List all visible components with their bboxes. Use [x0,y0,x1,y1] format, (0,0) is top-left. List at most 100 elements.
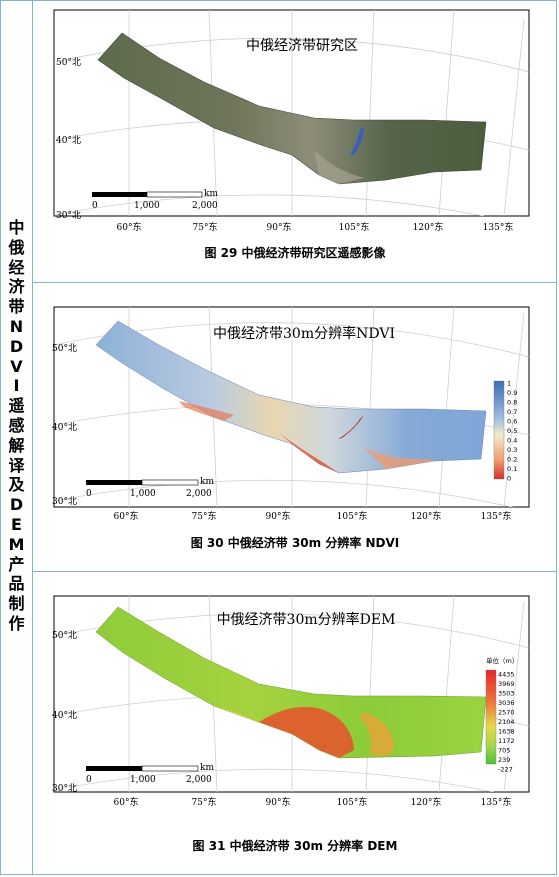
low-ndvi-area [179,401,234,421]
svg-text:120°东: 120°东 [411,510,442,522]
scale-tick: 1,000 [130,775,156,785]
svg-text:120°东: 120°东 [413,221,444,233]
svg-text:30°北: 30°北 [56,210,81,221]
row-divider [33,571,557,572]
imagery-map: 0 1,000 2,000 km 中俄经济带研究区 50°北 40°北 30°北… [53,9,530,233]
legend-label: 3503 [498,689,515,697]
dem-raster [95,606,487,759]
side-title-char: 经 [8,257,25,277]
low-ndvi-area [279,433,339,473]
legend-label: -227 [498,765,513,773]
lake-baikal [350,126,364,156]
side-title-char: D [9,495,24,515]
map-title: 中俄经济带30m分辨率DEM [217,611,396,628]
legend-label: 1638 [498,727,515,735]
mid-elevation-area [360,712,394,757]
svg-text:50°北: 50°北 [56,57,81,68]
scale-unit: km [204,189,218,199]
legend-label: 3969 [498,680,515,688]
scale-tick: 2,000 [186,489,212,499]
svg-text:105°东: 105°东 [337,796,368,808]
legend-label: 0 [507,474,511,482]
scale-tick: 2,000 [192,201,218,211]
svg-text:135°东: 135°东 [481,510,512,522]
side-title-char: 及 [8,475,25,495]
svg-text:75°东: 75°东 [193,221,218,233]
legend-label: 0.8 [507,398,517,406]
svg-text:75°东: 75°东 [192,510,217,522]
scale-bar: 0 1,000 2,000 km [86,477,214,499]
figure-caption: 图 31 中俄经济带 30m 分辨率 DEM [192,839,398,853]
side-title-char: 解 [8,435,25,455]
scale-unit: km [200,763,214,773]
side-title-char: 译 [8,455,25,475]
lon-labels: 60°东 75°东 90°东 105°东 120°东 135°东 [114,510,512,522]
legend-label: 2570 [498,708,515,716]
side-title-char: 俄 [8,237,25,257]
svg-text:90°东: 90°东 [266,796,291,808]
legend-label: 1172 [498,737,515,745]
legend-label: 0.3 [507,446,517,454]
svg-text:60°东: 60°东 [114,796,139,808]
figure-panel-ndvi: 1 0.9 0.8 0.7 0.6 0.5 0.4 0.3 0.2 0.1 0 0 1,000 2,… [34,283,556,571]
study-area-imagery [97,32,487,185]
legend-label: 0.4 [507,436,517,444]
svg-text:40°北: 40°北 [52,710,77,721]
figure-caption: 图 30 中俄经济带 30m 分辨率 NDVI [190,536,400,550]
low-ndvi-area [364,448,434,469]
lon-labels: 60°东 75°东 90°东 105°东 120°东 135°东 [117,221,514,233]
svg-text:90°东: 90°东 [267,221,292,233]
legend-label: 3036 [498,699,515,707]
map-title: 中俄经济带30m分辨率NDVI [213,325,395,342]
legend-label: 0.5 [507,427,517,435]
legend-label: 2104 [498,718,515,726]
side-title-char: E [11,514,22,534]
svg-text:105°东: 105°东 [339,221,370,233]
svg-text:135°东: 135°东 [483,221,514,233]
figure-panel-dem: 单位（m） 4435 3969 3503 3036 2570 2104 1638 1172 70… [34,572,556,875]
svg-text:40°北: 40°北 [52,422,77,433]
scale-bar: 0 1,000 2,000 km [86,763,214,785]
legend-label: 705 [498,746,510,754]
legend-label: 0.2 [507,455,517,463]
svg-text:30°北: 30°北 [52,783,77,794]
legend-label: 0.1 [507,465,517,473]
svg-text:30°北: 30°北 [52,496,77,507]
side-title-char: M [8,534,25,554]
scale-tick: 1,000 [130,489,156,499]
figure-panel-imagery: 0 1,000 2,000 km 中俄经济带研究区 50°北 40°北 30°北… [34,0,556,282]
side-title-char: V [10,356,23,376]
svg-text:60°东: 60°东 [114,510,139,522]
side-title-char: N [9,316,24,336]
svg-text:90°东: 90°东 [266,510,291,522]
legend-label: 0.9 [507,389,517,397]
svg-text:60°东: 60°东 [117,221,142,233]
scale-tick: 2,000 [186,775,212,785]
scale-tick: 0 [86,775,92,785]
lon-labels: 60°东 75°东 90°东 105°东 120°东 135°东 [114,796,512,808]
lat-labels: 50°北 40°北 30°北 [56,57,81,221]
side-title-char: 作 [8,613,25,633]
svg-text:75°东: 75°东 [192,796,217,808]
side-title-char: 制 [8,594,25,614]
scale-unit: km [200,477,214,487]
side-title-char: D [9,336,24,356]
scale-bar: 0 1,000 2,000 km [92,189,218,211]
side-title-char: I [13,376,20,396]
svg-text:120°东: 120°东 [411,796,442,808]
ndvi-legend: 1 0.90.8 0.70.6 0.50.4 0.30.2 0.10 [493,379,517,482]
side-title-char: 品 [8,574,25,594]
desert-area [314,150,364,184]
legend-label: 239 [498,756,510,764]
high-elevation-area [259,706,354,758]
lat-labels: 50°北 40°北 30°北 [52,630,77,794]
svg-text:40°北: 40°北 [56,135,81,146]
legend-label: 4435 [498,670,515,678]
mid-elevation-area [214,706,264,724]
legend-label: 0.6 [507,417,517,425]
